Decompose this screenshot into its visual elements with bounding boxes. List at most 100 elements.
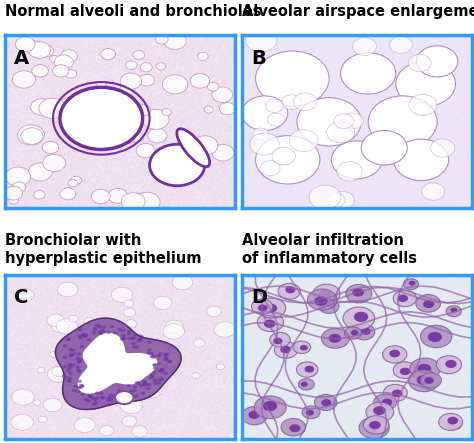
Circle shape bbox=[75, 366, 80, 369]
Circle shape bbox=[83, 398, 88, 401]
Circle shape bbox=[408, 54, 431, 72]
Circle shape bbox=[100, 396, 105, 399]
Circle shape bbox=[81, 393, 85, 396]
Circle shape bbox=[135, 381, 139, 385]
Circle shape bbox=[121, 329, 126, 332]
Circle shape bbox=[263, 401, 277, 411]
Circle shape bbox=[9, 197, 18, 204]
Circle shape bbox=[409, 281, 416, 286]
Circle shape bbox=[217, 364, 224, 369]
Circle shape bbox=[135, 346, 139, 349]
Circle shape bbox=[93, 326, 97, 330]
Circle shape bbox=[296, 362, 318, 377]
Circle shape bbox=[138, 384, 143, 387]
Circle shape bbox=[66, 369, 71, 372]
Circle shape bbox=[298, 379, 314, 390]
Circle shape bbox=[68, 366, 73, 369]
Circle shape bbox=[242, 407, 267, 425]
Circle shape bbox=[106, 396, 111, 400]
Circle shape bbox=[212, 144, 234, 161]
Text: A: A bbox=[14, 49, 29, 68]
Circle shape bbox=[172, 275, 193, 290]
Circle shape bbox=[156, 362, 161, 365]
Circle shape bbox=[106, 403, 111, 406]
Circle shape bbox=[12, 389, 34, 405]
Circle shape bbox=[93, 328, 97, 331]
Circle shape bbox=[108, 188, 128, 203]
Circle shape bbox=[219, 102, 236, 115]
Circle shape bbox=[83, 334, 88, 337]
Circle shape bbox=[319, 290, 331, 299]
Circle shape bbox=[157, 378, 162, 382]
Circle shape bbox=[337, 162, 362, 181]
Circle shape bbox=[152, 164, 166, 175]
Circle shape bbox=[80, 385, 85, 388]
Circle shape bbox=[364, 416, 389, 434]
Circle shape bbox=[87, 394, 91, 398]
Circle shape bbox=[354, 312, 368, 322]
Circle shape bbox=[306, 410, 314, 416]
Circle shape bbox=[265, 99, 283, 113]
Circle shape bbox=[417, 375, 430, 385]
Circle shape bbox=[392, 389, 402, 397]
Circle shape bbox=[289, 424, 301, 432]
Circle shape bbox=[87, 399, 91, 402]
Circle shape bbox=[117, 389, 122, 392]
Circle shape bbox=[366, 424, 379, 433]
Circle shape bbox=[409, 370, 439, 392]
Circle shape bbox=[109, 397, 113, 400]
Circle shape bbox=[93, 401, 98, 404]
Circle shape bbox=[121, 193, 145, 211]
Circle shape bbox=[252, 299, 273, 314]
Circle shape bbox=[47, 366, 69, 382]
Circle shape bbox=[447, 420, 462, 429]
Circle shape bbox=[159, 353, 180, 367]
Circle shape bbox=[69, 372, 73, 375]
Circle shape bbox=[66, 70, 77, 78]
Circle shape bbox=[293, 93, 317, 111]
Circle shape bbox=[449, 422, 456, 426]
Circle shape bbox=[60, 50, 77, 62]
Circle shape bbox=[204, 106, 213, 113]
Circle shape bbox=[127, 330, 131, 333]
Circle shape bbox=[85, 399, 90, 402]
Circle shape bbox=[32, 65, 48, 77]
Circle shape bbox=[93, 398, 98, 401]
Circle shape bbox=[142, 381, 146, 384]
Circle shape bbox=[255, 51, 329, 106]
Circle shape bbox=[66, 338, 71, 341]
Circle shape bbox=[192, 136, 218, 155]
Circle shape bbox=[157, 381, 162, 385]
Circle shape bbox=[151, 375, 155, 379]
Circle shape bbox=[136, 144, 155, 158]
Circle shape bbox=[389, 350, 400, 358]
Circle shape bbox=[88, 395, 93, 398]
Circle shape bbox=[155, 35, 168, 44]
Circle shape bbox=[149, 352, 154, 355]
Circle shape bbox=[121, 337, 126, 341]
Circle shape bbox=[77, 360, 82, 363]
Circle shape bbox=[190, 74, 210, 88]
Circle shape bbox=[109, 394, 113, 397]
Circle shape bbox=[151, 344, 169, 357]
Circle shape bbox=[143, 382, 147, 385]
Circle shape bbox=[162, 109, 172, 116]
Circle shape bbox=[119, 84, 135, 96]
Circle shape bbox=[285, 286, 295, 293]
Circle shape bbox=[403, 279, 419, 290]
Circle shape bbox=[133, 385, 137, 389]
Circle shape bbox=[133, 333, 137, 337]
Circle shape bbox=[62, 365, 67, 368]
Circle shape bbox=[98, 325, 102, 328]
Circle shape bbox=[159, 377, 164, 381]
Circle shape bbox=[68, 364, 73, 368]
Circle shape bbox=[63, 344, 67, 348]
Circle shape bbox=[242, 96, 288, 131]
Circle shape bbox=[95, 392, 100, 395]
Circle shape bbox=[366, 402, 394, 422]
Circle shape bbox=[257, 298, 286, 318]
Circle shape bbox=[439, 413, 463, 431]
Circle shape bbox=[297, 97, 361, 146]
Circle shape bbox=[418, 364, 431, 373]
Circle shape bbox=[416, 295, 440, 312]
